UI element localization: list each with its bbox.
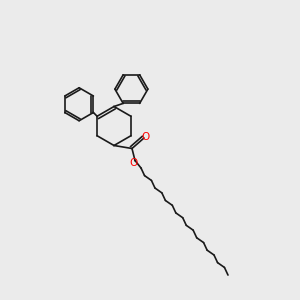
Text: O: O <box>141 131 150 142</box>
Text: O: O <box>129 158 138 168</box>
